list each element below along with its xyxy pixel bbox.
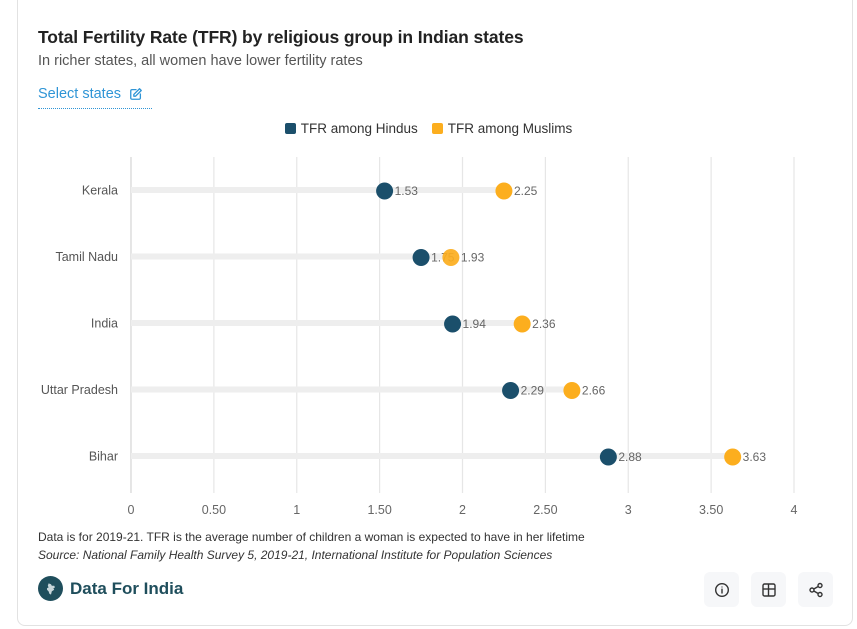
value-label-muslims: 2.66 [582,384,606,398]
value-label-muslims: 3.63 [743,450,767,464]
table-view-button[interactable] [751,572,786,607]
x-tick-label: 2.50 [533,503,557,517]
legend-swatch-hindus [284,123,296,134]
dot-hindus [444,315,462,333]
legend: TFR among Hindus TFR among Muslims [0,121,857,136]
dot-hindus [412,249,430,266]
legend-item-muslims[interactable]: TFR among Muslims [431,121,573,136]
info-icon [714,582,729,597]
share-button[interactable] [798,572,833,607]
value-label-muslims: 2.36 [532,317,556,331]
legend-swatch-muslims [431,123,443,134]
dot-muslims [495,182,513,200]
dot-hindus [502,382,520,399]
x-tick-label: 0 [128,503,135,517]
category-label: Bihar [89,450,118,464]
value-label-muslims: 1.93 [461,251,485,265]
brand-name: Data For India [70,578,184,598]
brand[interactable]: Data For India [38,576,183,601]
chart-source: Source: National Family Health Survey 5,… [38,548,553,562]
category-label: Tamil Nadu [55,250,118,264]
row-track [131,187,504,193]
dot-hindus [376,182,394,200]
category-label: India [91,317,118,331]
x-tick-label: 3 [625,503,632,517]
dot-muslims [563,382,581,399]
dot-muslims [513,315,531,333]
value-label-hindus: 2.88 [618,450,642,464]
row-track [131,253,451,260]
value-label-muslims: 2.25 [514,184,538,198]
x-tick-label: 1 [293,503,300,517]
x-tick-label: 4 [791,503,798,517]
table-icon [761,582,776,597]
edit-icon [130,88,142,100]
dot-hindus [599,448,617,466]
legend-label-muslims: TFR among Muslims [447,121,573,136]
value-label-hindus: 1.53 [395,184,419,198]
legend-item-hindus[interactable]: TFR among Hindus [284,121,418,136]
chart-note: Data is for 2019-21. TFR is the average … [38,530,585,544]
select-states-label: Select states [38,86,122,102]
dot-muslims [442,249,460,266]
row-track [131,453,733,459]
x-tick-label: 0.50 [202,503,226,517]
category-label: Uttar Pradesh [41,383,118,397]
chart-subtitle: In richer states, all women have lower f… [38,53,363,69]
chart-title: Total Fertility Rate (TFR) by religious … [38,27,524,47]
x-tick-label: 1.50 [367,503,391,517]
row-track [131,320,523,326]
dot-muslims [724,448,742,466]
info-button[interactable] [704,572,739,607]
select-states-button[interactable]: Select states [38,86,152,109]
legend-label-hindus: TFR among Hindus [300,121,418,136]
row-track [131,386,572,393]
india-map-logo-icon [38,576,63,601]
category-label: Kerala [82,184,118,198]
value-label-hindus: 1.94 [463,317,487,331]
chart-card [17,0,853,626]
value-label-hindus: 2.29 [521,384,545,398]
x-tick-label: 3.50 [699,503,723,517]
x-tick-label: 2 [459,503,466,517]
share-icon [808,582,823,597]
